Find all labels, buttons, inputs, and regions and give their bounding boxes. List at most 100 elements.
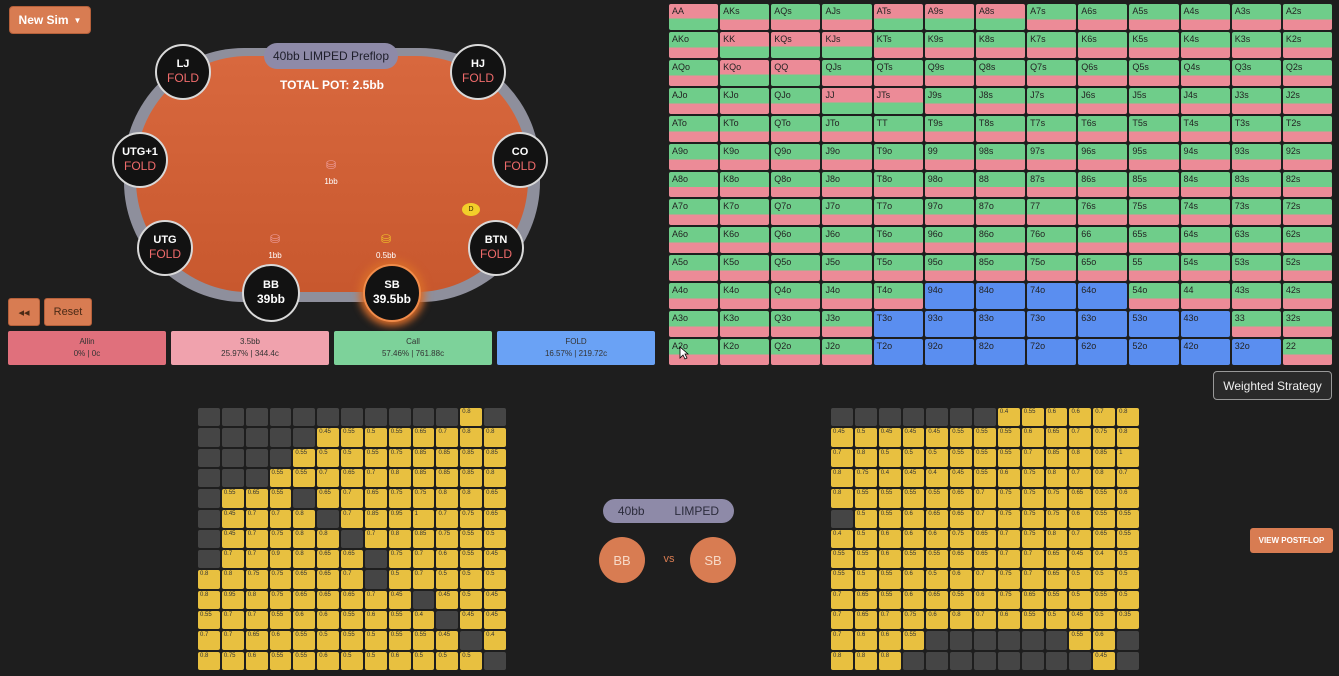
- hand-cell[interactable]: 73o: [1027, 311, 1077, 338]
- hand-cell[interactable]: Q4s: [1180, 59, 1230, 86]
- weighted-strategy-button[interactable]: Weighted Strategy: [1213, 371, 1332, 400]
- hand-cell[interactable]: AQs: [771, 4, 821, 30]
- hand-cell[interactable]: 96s: [1078, 143, 1128, 170]
- hand-cell[interactable]: TT: [873, 115, 923, 142]
- hand-cell[interactable]: 75o: [1027, 255, 1077, 282]
- hand-cell[interactable]: J3o: [822, 311, 872, 338]
- hand-cell[interactable]: K9o: [720, 143, 770, 170]
- hand-cell[interactable]: 83o: [975, 311, 1026, 338]
- hand-cell[interactable]: ATs: [873, 4, 923, 30]
- hand-cell[interactable]: T8s: [975, 115, 1026, 142]
- hand-cell[interactable]: 55: [1129, 255, 1179, 282]
- new-sim-button[interactable]: New Sim ▼: [9, 6, 91, 34]
- hand-cell[interactable]: 99: [924, 143, 974, 170]
- hand-cell[interactable]: K2o: [720, 339, 770, 365]
- hand-cell[interactable]: 64o: [1078, 283, 1128, 310]
- hand-cell[interactable]: Q5s: [1129, 59, 1179, 86]
- seat-sb[interactable]: SB 39.5bb: [363, 264, 421, 322]
- hand-cell[interactable]: J9s: [924, 87, 974, 114]
- hand-cell[interactable]: Q8o: [771, 171, 821, 198]
- hand-cell[interactable]: T6o: [873, 227, 923, 254]
- hand-cell[interactable]: 98o: [924, 171, 974, 198]
- hand-cell[interactable]: 75s: [1129, 199, 1179, 226]
- hand-cell[interactable]: ATo: [669, 115, 719, 142]
- hand-cell[interactable]: 88: [975, 171, 1026, 198]
- hand-cell[interactable]: KQo: [720, 59, 770, 86]
- hand-cell[interactable]: 86o: [975, 227, 1026, 254]
- hand-cell[interactable]: J4o: [822, 283, 872, 310]
- hand-cell[interactable]: 72s: [1282, 199, 1332, 226]
- hand-cell[interactable]: 42s: [1282, 283, 1332, 310]
- hand-cell[interactable]: T5o: [873, 255, 923, 282]
- hand-cell[interactable]: T8o: [873, 171, 923, 198]
- hand-cell[interactable]: 92s: [1282, 143, 1332, 170]
- hand-cell[interactable]: 66: [1078, 227, 1128, 254]
- hand-cell[interactable]: 77: [1027, 199, 1077, 226]
- hand-cell[interactable]: 87o: [975, 199, 1026, 226]
- hand-cell[interactable]: AKo: [669, 31, 719, 58]
- hand-cell[interactable]: Q6o: [771, 227, 821, 254]
- action-fold[interactable]: FOLD 16.57% | 219.72c: [497, 331, 655, 365]
- hand-cell[interactable]: A3s: [1231, 4, 1281, 30]
- hand-cell[interactable]: A5s: [1129, 4, 1179, 30]
- hand-cell[interactable]: 64s: [1180, 227, 1230, 254]
- hand-cell[interactable]: 87s: [1027, 171, 1077, 198]
- view-postflop-button[interactable]: VIEW POSTFLOP: [1250, 528, 1333, 553]
- hand-cell[interactable]: Q9s: [924, 59, 974, 86]
- hand-cell[interactable]: 52s: [1282, 255, 1332, 282]
- hand-cell[interactable]: T3o: [873, 311, 923, 338]
- hand-cell[interactable]: 93o: [924, 311, 974, 338]
- hand-cell[interactable]: AKs: [720, 4, 770, 30]
- hand-cell[interactable]: K3o: [720, 311, 770, 338]
- hand-cell[interactable]: 53s: [1231, 255, 1281, 282]
- hand-cell[interactable]: 62s: [1282, 227, 1332, 254]
- hand-cell[interactable]: A8o: [669, 171, 719, 198]
- hand-cell[interactable]: 53o: [1129, 311, 1179, 338]
- hand-cell[interactable]: 85o: [975, 255, 1026, 282]
- hand-cell[interactable]: K7s: [1027, 31, 1077, 58]
- hand-cell[interactable]: 96o: [924, 227, 974, 254]
- hand-cell[interactable]: K8s: [975, 31, 1026, 58]
- hand-cell[interactable]: 43o: [1180, 311, 1230, 338]
- action-raise[interactable]: 3.5bb 25.97% | 344.4c: [171, 331, 329, 365]
- hand-cell[interactable]: 84o: [975, 283, 1026, 310]
- hand-cell[interactable]: QJo: [771, 87, 821, 114]
- hand-cell[interactable]: 98s: [975, 143, 1026, 170]
- hand-cell[interactable]: 83s: [1231, 171, 1281, 198]
- seat-hj[interactable]: HJ FOLD: [450, 44, 506, 100]
- hand-cell[interactable]: KJo: [720, 87, 770, 114]
- hand-cell[interactable]: A7o: [669, 199, 719, 226]
- hand-cell[interactable]: T9o: [873, 143, 923, 170]
- hand-cell[interactable]: J3s: [1231, 87, 1281, 114]
- hand-cell[interactable]: J2o: [822, 339, 872, 365]
- hand-cell[interactable]: K3s: [1231, 31, 1281, 58]
- hand-cell[interactable]: Q2o: [771, 339, 821, 365]
- hand-cell[interactable]: 85s: [1129, 171, 1179, 198]
- hand-cell[interactable]: 94o: [924, 283, 974, 310]
- hand-cell[interactable]: QTo: [771, 115, 821, 142]
- hand-cell[interactable]: T2s: [1282, 115, 1332, 142]
- hand-cell[interactable]: A6s: [1078, 4, 1128, 30]
- hand-cell[interactable]: JJ: [822, 87, 872, 114]
- seat-utg[interactable]: UTG FOLD: [137, 220, 193, 276]
- hand-cell[interactable]: QJs: [822, 59, 872, 86]
- hand-cell[interactable]: K2s: [1282, 31, 1332, 58]
- hand-cell[interactable]: Q7s: [1027, 59, 1077, 86]
- hand-cell[interactable]: T9s: [924, 115, 974, 142]
- hand-cell[interactable]: 76s: [1078, 199, 1128, 226]
- hand-cell[interactable]: 63o: [1078, 311, 1128, 338]
- hand-cell[interactable]: 74o: [1027, 283, 1077, 310]
- hand-cell[interactable]: A9s: [924, 4, 974, 30]
- hand-cell[interactable]: Q3o: [771, 311, 821, 338]
- hand-cell[interactable]: 73s: [1231, 199, 1281, 226]
- hand-cell[interactable]: 32o: [1231, 339, 1281, 365]
- hand-cell[interactable]: JTo: [822, 115, 872, 142]
- hand-cell[interactable]: Q9o: [771, 143, 821, 170]
- hand-cell[interactable]: 82o: [975, 339, 1026, 365]
- hand-cell[interactable]: 84s: [1180, 171, 1230, 198]
- hand-cell[interactable]: K5s: [1129, 31, 1179, 58]
- hand-cell[interactable]: J5s: [1129, 87, 1179, 114]
- hand-cell[interactable]: 42o: [1180, 339, 1230, 365]
- reset-button[interactable]: Reset: [44, 298, 92, 326]
- hand-cell[interactable]: 54s: [1180, 255, 1230, 282]
